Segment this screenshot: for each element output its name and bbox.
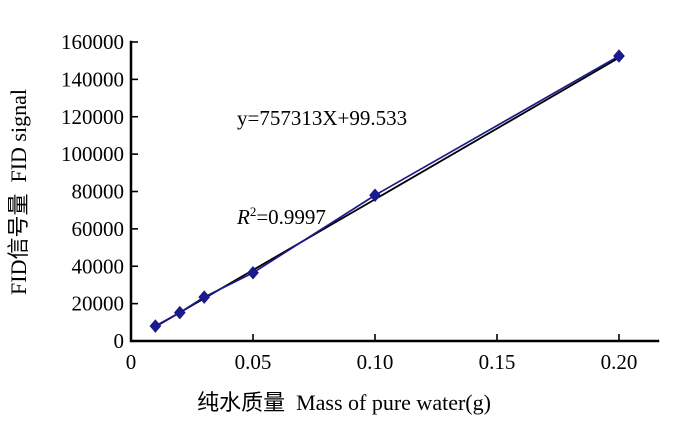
data-point-marker [369,188,381,203]
x-tick-label: 0 [126,350,137,374]
r-squared-value: =0.9997 [256,205,326,229]
data-point-marker [613,49,625,63]
y-tick-label: 100000 [61,142,124,166]
y-tick-label: 40000 [72,254,125,278]
y-tick-label: 160000 [61,30,124,54]
trendline-annotation: y=757313X+99.533 R2=0.9997 [237,36,407,300]
y-tick-label: 60000 [72,217,125,241]
data-point-marker [173,305,186,320]
y-axis-title: FID信号量 FID signal [6,89,31,295]
data-point-marker [198,290,211,304]
r-squared-text: R2=0.9997 [237,201,407,234]
x-tick-label: 0.05 [235,350,272,374]
x-tick-label: 0.10 [357,350,394,374]
y-tick-label: 120000 [61,105,124,129]
x-axis-title: 纯水质量 Mass of pure water(g) [197,390,491,415]
x-tick-label: 0.15 [479,350,516,374]
r-exponent: 2 [249,204,257,219]
r-symbol: R [237,205,250,229]
y-tick-label: 0 [114,329,125,353]
y-tick-label: 20000 [72,292,125,316]
y-tick-label: 140000 [61,67,124,91]
data-point-marker [247,266,259,280]
equation-text: y=757313X+99.533 [237,106,408,130]
x-tick-label: 0.20 [601,350,638,374]
trendline [154,56,620,328]
axis-lines [129,40,660,343]
data-point-marker [149,319,162,333]
series-line [154,55,620,327]
y-tick-label: 80000 [72,180,125,204]
